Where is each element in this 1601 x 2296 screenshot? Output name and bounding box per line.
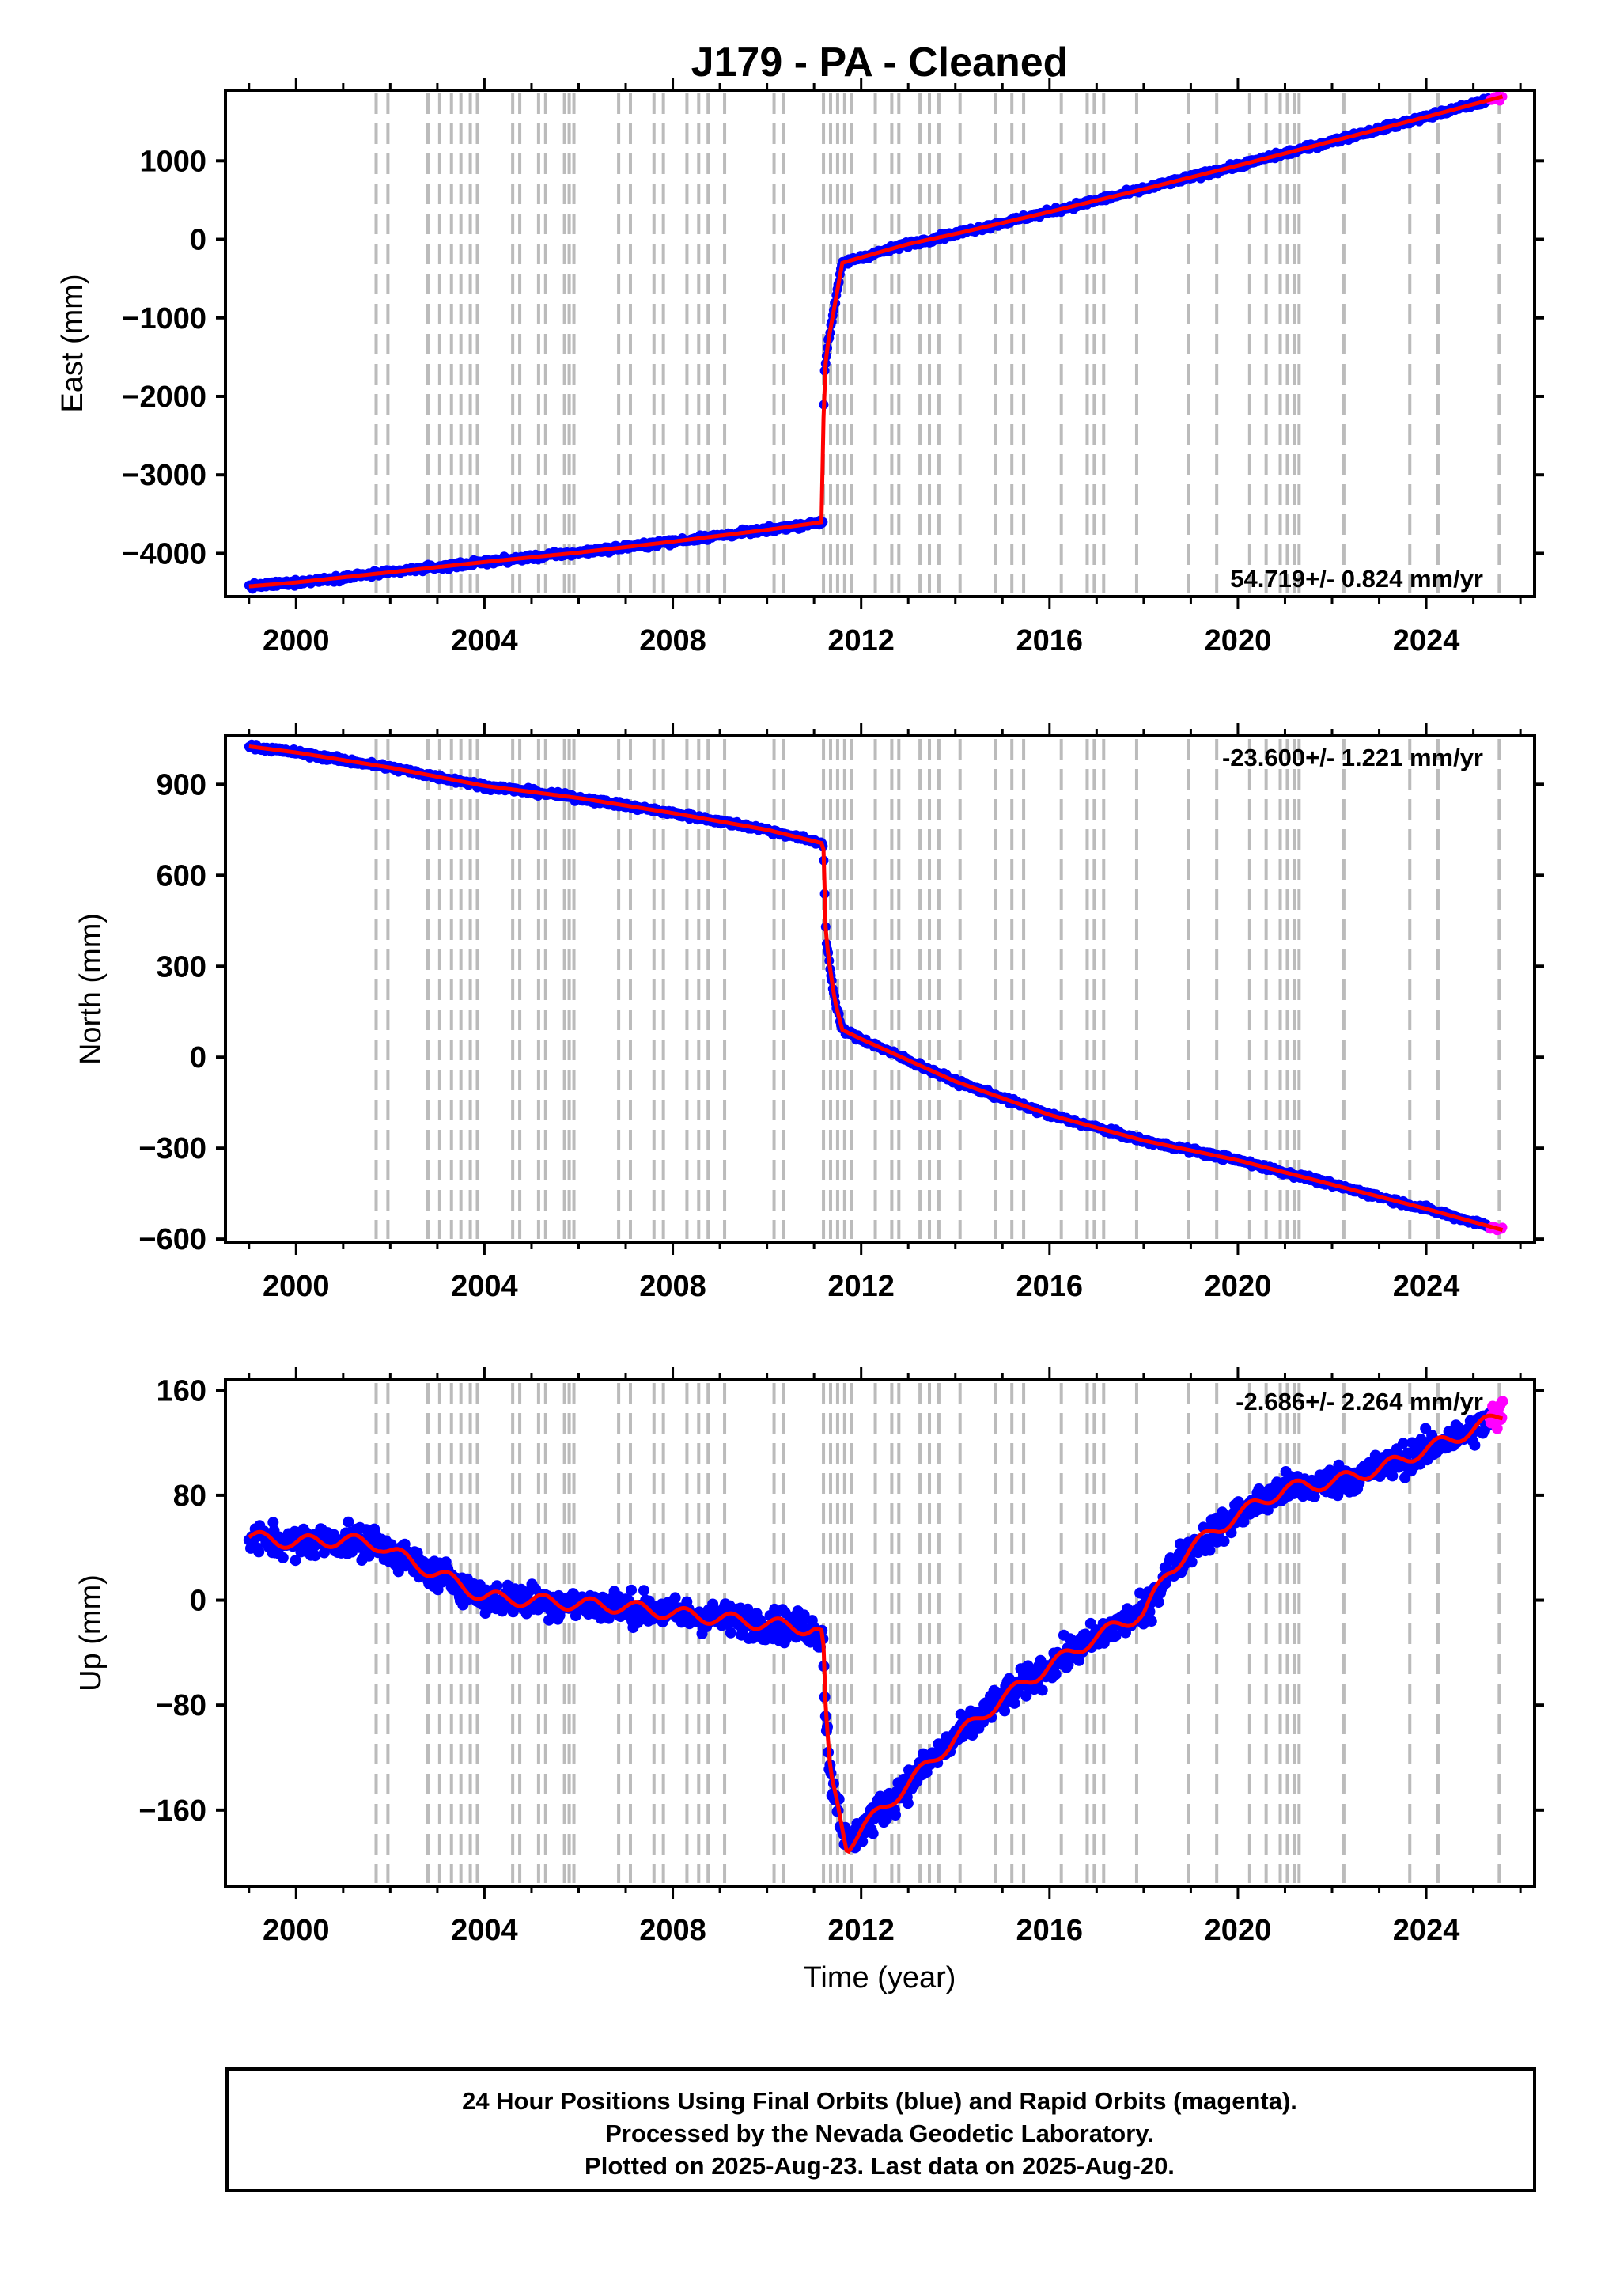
east-y-tick-label: −3000 xyxy=(122,459,206,492)
north-y-tick-label: 900 xyxy=(157,768,206,801)
up-data-point xyxy=(638,1585,649,1597)
east-data-series xyxy=(244,91,1508,594)
up-x-tick-label: 2020 xyxy=(1205,1914,1272,1947)
x-axis-title: Time (year) xyxy=(804,1961,956,1995)
up-data-point xyxy=(1469,1439,1481,1451)
up-data-point xyxy=(1218,1536,1230,1547)
north-plot-frame xyxy=(224,734,1536,1244)
north-y-axis-title: North (mm) xyxy=(74,913,108,1065)
north-x-tick-label: 2020 xyxy=(1205,1270,1272,1303)
up-x-tick-label: 2012 xyxy=(827,1914,895,1947)
up-data-point xyxy=(1152,1597,1164,1608)
up-x-tick-label: 2000 xyxy=(263,1914,330,1947)
east-x-tick-label: 2000 xyxy=(263,624,330,657)
up-y-axis-title: Up (mm) xyxy=(74,1574,108,1692)
up-equipment-lines xyxy=(374,1383,1501,1883)
up-x-tick-label: 2016 xyxy=(1016,1914,1084,1947)
east-rate-label: 54.719+/- 0.824 mm/yr xyxy=(1230,565,1483,593)
north-x-tick-label: 2000 xyxy=(263,1270,330,1303)
footer-line-2: Processed by the Nevada Geodetic Laborat… xyxy=(605,2120,1154,2147)
east-x-tick-label: 2024 xyxy=(1393,624,1460,657)
north-x-tick-label: 2004 xyxy=(451,1270,518,1303)
up-data-point xyxy=(890,1809,901,1821)
up-data-point xyxy=(1308,1491,1320,1502)
north-equipment-lines xyxy=(374,739,1501,1239)
east-y-tick-label: −2000 xyxy=(122,381,206,414)
east-x-tick-label: 2012 xyxy=(827,624,895,657)
east-panel: −4000 −3000 −2000 −1000 0 1000 2000 2004 2008 201… xyxy=(56,78,1544,657)
north-y-tick-label: 300 xyxy=(157,950,206,983)
north-y-tick-label: 600 xyxy=(157,859,206,892)
north-y-tick-label: −300 xyxy=(138,1132,206,1165)
up-y-tick-label: −160 xyxy=(138,1794,206,1828)
up-data-point xyxy=(867,1828,879,1839)
up-y-tick-label: 80 xyxy=(173,1480,206,1513)
east-plot-frame xyxy=(224,89,1536,598)
up-x-tick-label: 2004 xyxy=(451,1914,518,1947)
north-x-tick-label: 2012 xyxy=(827,1270,895,1303)
footer-line-3: Plotted on 2025-Aug-23. Last data on 202… xyxy=(585,2152,1175,2180)
north-rate-label: -23.600+/- 1.221 mm/yr xyxy=(1222,744,1483,771)
up-x-tick-label: 2008 xyxy=(639,1914,706,1947)
up-data-point xyxy=(1186,1556,1198,1568)
north-x-tick-label: 2008 xyxy=(639,1270,706,1303)
up-data-point xyxy=(626,1584,638,1596)
east-y-axis-title: East (mm) xyxy=(56,274,89,412)
up-data-point xyxy=(1050,1669,1062,1680)
chart-title: J179 - PA - Cleaned xyxy=(691,40,1069,85)
up-y-tick-label: 160 xyxy=(157,1374,206,1408)
up-data-point xyxy=(669,1592,681,1604)
up-data-point xyxy=(1204,1544,1216,1556)
east-y-tick-label: 0 xyxy=(190,224,206,257)
east-x-tick-label: 2008 xyxy=(639,624,706,657)
up-x-tick-label: 2024 xyxy=(1393,1914,1460,1947)
north-panel: −600 −300 0 300 600 900 2000 2004 2008 2012 2016 20… xyxy=(74,723,1544,1303)
up-data-point xyxy=(725,1627,736,1639)
north-y-tick-label: −600 xyxy=(138,1223,206,1256)
east-y-tick-label: −4000 xyxy=(122,537,206,570)
up-data-point xyxy=(1145,1616,1157,1627)
north-x-tick-label: 2024 xyxy=(1393,1270,1460,1303)
up-y-tick-label: 0 xyxy=(190,1585,206,1618)
up-rate-label: -2.686+/- 2.264 mm/yr xyxy=(1236,1388,1483,1415)
up-data-point xyxy=(253,1546,265,1558)
north-x-tick-label: 2016 xyxy=(1016,1270,1084,1303)
east-x-tick-label: 2020 xyxy=(1205,624,1272,657)
up-axis-ticks: −160 −80 0 80 160 2000 2004 2008 2012 2016 2020 202… xyxy=(138,1367,1544,1947)
east-y-tick-label: −1000 xyxy=(122,302,206,335)
north-y-tick-label: 0 xyxy=(190,1041,206,1074)
up-data-point xyxy=(1036,1684,1048,1696)
east-x-tick-label: 2016 xyxy=(1016,624,1084,657)
east-equipment-lines xyxy=(374,93,1501,593)
east-y-tick-label: 1000 xyxy=(139,145,206,178)
up-data-point xyxy=(1497,1396,1508,1408)
up-panel: −160 −80 0 80 160 2000 2004 2008 2012 2016 2020 202… xyxy=(74,1367,1544,1947)
up-data-point xyxy=(902,1798,914,1809)
up-data-point xyxy=(491,1580,503,1592)
up-data-point xyxy=(277,1552,289,1563)
footer-line-1: 24 Hour Positions Using Final Orbits (bl… xyxy=(462,2087,1297,2115)
east-x-tick-label: 2004 xyxy=(451,624,518,657)
up-y-tick-label: −80 xyxy=(156,1689,206,1722)
